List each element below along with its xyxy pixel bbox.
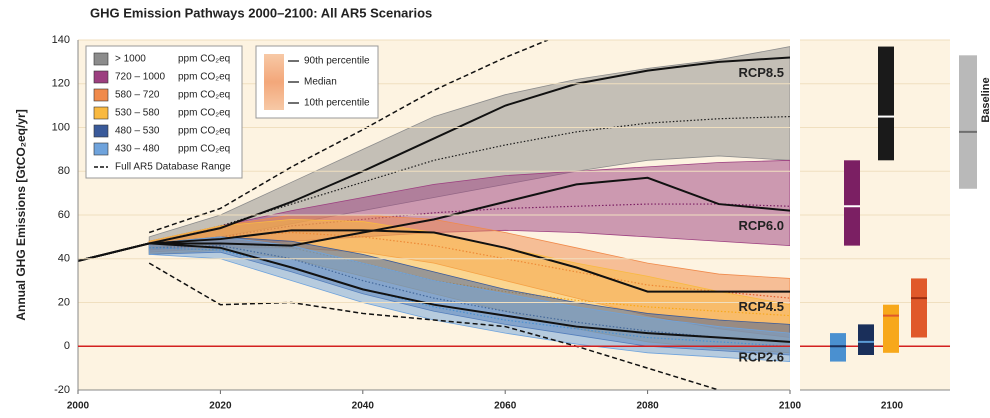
- y-tick-label: -20: [54, 384, 70, 396]
- range-box: [911, 278, 927, 338]
- rcp-line: [78, 56, 790, 262]
- legend-unit: ppm CO₂eq: [178, 144, 230, 155]
- plot-area: [78, 40, 790, 390]
- legend-label: 10th percentile: [304, 98, 370, 109]
- x-tick-label: 2040: [352, 401, 375, 412]
- x-tick-label: 2060: [494, 401, 517, 412]
- legend-label: > 1000: [115, 54, 146, 65]
- range-box: [830, 333, 846, 362]
- legend-unit: ppm CO₂eq: [178, 72, 230, 83]
- y-tick-label: 140: [52, 34, 70, 46]
- range-box: [844, 160, 860, 246]
- range-box: [878, 46, 894, 161]
- pathway-median: [149, 115, 790, 245]
- x-tick-label: 2100: [779, 401, 802, 412]
- legend-swatch: [93, 142, 109, 156]
- y-tick-label: 40: [58, 253, 70, 265]
- range-box: [858, 324, 874, 355]
- rcp-label: RCP4.5: [738, 299, 784, 314]
- legend-label: 480 – 530: [115, 126, 160, 137]
- legend-unit: ppm CO₂eq: [178, 108, 230, 119]
- legend-label: 90th percentile: [304, 56, 370, 67]
- baseline-box: [959, 55, 977, 189]
- legend-label: 530 – 580: [115, 108, 160, 119]
- x-tick-label: 2080: [636, 401, 659, 412]
- y-tick-label: 100: [52, 121, 70, 133]
- y-tick-label: 0: [64, 340, 70, 352]
- rcp-label: RCP2.6: [738, 349, 784, 364]
- panel-x-tick-label: 2100: [881, 401, 904, 412]
- legend-swatch: [93, 88, 109, 102]
- legend-unit: ppm CO₂eq: [178, 54, 230, 65]
- y-tick-label: 20: [58, 296, 70, 308]
- y-tick-label: 120: [52, 78, 70, 90]
- database-range: [148, 40, 549, 234]
- rcp-label: RCP8.5: [738, 65, 784, 80]
- pathway-median: [149, 247, 790, 347]
- pathway-median: [149, 242, 790, 317]
- x-tick-label: 2020: [209, 401, 232, 412]
- legend-swatch: [93, 124, 109, 138]
- pathway-band: [148, 236, 790, 362]
- database-range: [148, 262, 720, 390]
- legend-label: Full AR5 Database Range: [115, 162, 231, 173]
- y-tick-label: 60: [58, 209, 70, 221]
- y-tick-label: 80: [58, 165, 70, 177]
- chart-title: GHG Emission Pathways 2000–2100: All AR5…: [90, 5, 432, 20]
- legend-swatch: [93, 52, 109, 66]
- legend-label: 580 – 720: [115, 90, 160, 101]
- y-axis-label: Annual GHG Emissions [GtCO₂eq/yr]: [14, 109, 28, 320]
- legend-label: 720 – 1000: [115, 72, 165, 83]
- range-box: [883, 304, 899, 353]
- rcp-line: [78, 229, 790, 293]
- legend-unit: ppm CO₂eq: [178, 90, 230, 101]
- legend-swatch: [93, 70, 109, 84]
- legend-label: 430 – 480: [115, 144, 160, 155]
- rcp-label: RCP6.0: [738, 218, 784, 233]
- legend-unit: ppm CO₂eq: [178, 126, 230, 137]
- percentile-swatch: [264, 54, 284, 110]
- x-tick-label: 2000: [67, 401, 90, 412]
- legend-swatch: [93, 106, 109, 120]
- baseline-label: Baseline: [980, 77, 990, 122]
- rcp-line: [78, 242, 790, 343]
- legend-box: [85, 45, 243, 179]
- rcp-line: [78, 176, 790, 262]
- legend-label: Median: [304, 77, 337, 88]
